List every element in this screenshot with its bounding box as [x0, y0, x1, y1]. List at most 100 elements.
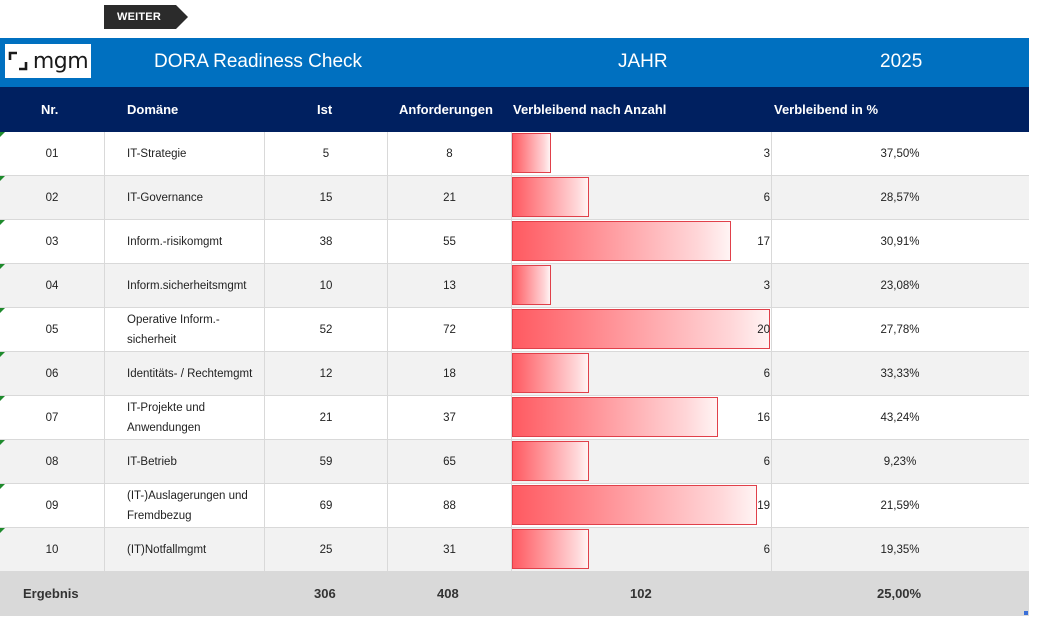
bar-track	[512, 133, 770, 174]
cell-prozent: 33,33%	[880, 367, 920, 380]
header-verbleibend-prozent: Verbleibend in %	[774, 102, 879, 117]
column-divider	[104, 528, 105, 571]
data-bar	[512, 441, 589, 481]
column-divider	[511, 176, 512, 219]
weiter-button[interactable]: WEITER	[104, 5, 188, 29]
summary-label: Ergebnis	[23, 586, 79, 601]
column-divider	[104, 264, 105, 307]
cell-anforderungen: 65	[443, 455, 456, 468]
column-divider	[264, 352, 265, 395]
cell-nr: 06	[45, 367, 59, 380]
comment-flag-icon	[0, 352, 5, 357]
cell-anforderungen: 8	[446, 147, 453, 160]
column-divider	[264, 264, 265, 307]
cell-verbleibend: 16	[757, 411, 770, 424]
cell-prozent: 27,78%	[880, 323, 920, 336]
column-divider	[104, 220, 105, 263]
cell-verbleibend: 6	[763, 543, 770, 556]
data-bar	[512, 133, 551, 173]
cell-ist: 21	[319, 411, 333, 424]
column-divider	[104, 352, 105, 395]
cell-nr: 07	[45, 411, 59, 424]
data-bar	[512, 353, 589, 393]
table-row[interactable]: 08 IT-Betrieb 59 65 6 9,23%	[0, 440, 1029, 484]
table-row[interactable]: 03 Inform.-risikomgmt 38 55 17 30,91%	[0, 220, 1029, 264]
column-divider	[771, 352, 772, 395]
column-divider	[387, 308, 388, 351]
cell-ist: 38	[319, 235, 333, 248]
cell-anforderungen: 21	[443, 191, 456, 204]
bar-track	[512, 397, 770, 438]
comment-flag-icon	[0, 264, 5, 269]
column-divider	[387, 528, 388, 571]
column-divider	[387, 132, 388, 175]
table-row[interactable]: 02 IT-Governance 15 21 6 28,57%	[0, 176, 1029, 220]
table-row[interactable]: 01 IT-Strategie 5 8 3 37,50%	[0, 132, 1029, 176]
table-row[interactable]: 09 (IT-)Auslagerungen und Fremdbezug 69 88 1…	[0, 484, 1029, 528]
resize-handle[interactable]	[1024, 611, 1028, 615]
cell-nr: 03	[45, 235, 59, 248]
header-anforderungen: Anforderungen	[399, 102, 493, 117]
column-divider	[264, 132, 265, 175]
cell-ist: 52	[319, 323, 333, 336]
cell-nr: 02	[45, 191, 59, 204]
cell-domaene: Inform.-risikomgmt	[127, 235, 223, 248]
column-divider	[104, 132, 105, 175]
jahr-value[interactable]: 2025	[880, 51, 923, 72]
cell-verbleibend: 6	[763, 191, 770, 204]
cell-nr: 09	[45, 499, 59, 512]
cell-verbleibend: 6	[763, 455, 770, 468]
comment-flag-icon	[0, 396, 5, 401]
column-divider	[104, 484, 105, 527]
table-row[interactable]: 10 (IT)Notfallmgmt 25 31 6 19,35%	[0, 528, 1029, 572]
cell-verbleibend: 3	[763, 279, 770, 292]
cell-verbleibend: 19	[757, 499, 770, 512]
column-divider	[104, 396, 105, 439]
table-row[interactable]: 04 Inform.sicherheitsmgmt 10 13 3 23,08%	[0, 264, 1029, 308]
column-divider	[771, 440, 772, 483]
column-divider	[387, 484, 388, 527]
table-row[interactable]: 07 IT-Projekte und Anwendungen 21 37 16 43,24…	[0, 396, 1029, 440]
cell-prozent: 23,08%	[880, 279, 920, 292]
data-bar	[512, 485, 757, 525]
cell-prozent: 43,24%	[880, 411, 920, 424]
column-divider	[771, 132, 772, 175]
cell-nr: 05	[45, 323, 59, 336]
comment-flag-icon	[0, 308, 5, 313]
data-bar	[512, 177, 589, 217]
cell-ist: 12	[319, 367, 333, 380]
cell-anforderungen: 13	[443, 279, 456, 292]
column-divider	[511, 264, 512, 307]
column-divider	[264, 176, 265, 219]
column-divider	[511, 132, 512, 175]
table-body: 01 IT-Strategie 5 8 3 37,50% 02 IT-Governance 15…	[0, 132, 1029, 572]
table-row[interactable]: 06 Identitäts- / Rechtemgmt 12 18 6 33,33%	[0, 352, 1029, 396]
bar-track	[512, 221, 770, 262]
mgm-logo: mgm	[5, 44, 91, 78]
cell-anforderungen: 31	[443, 543, 456, 556]
mgm-logo-icon	[8, 51, 28, 71]
cell-domaene: IT-Betrieb	[127, 455, 177, 468]
column-divider	[264, 528, 265, 571]
table-header: Nr. Domäne Ist Anforderungen Verbleibend…	[0, 87, 1029, 132]
column-divider	[511, 484, 512, 527]
bar-track	[512, 485, 770, 526]
cell-prozent: 19,35%	[880, 543, 920, 556]
comment-flag-icon	[0, 528, 5, 533]
column-divider	[264, 308, 265, 351]
column-divider	[387, 264, 388, 307]
data-bar	[512, 265, 551, 305]
cell-ist: 25	[319, 543, 333, 556]
column-divider	[511, 528, 512, 571]
column-divider	[104, 308, 105, 351]
cell-anforderungen: 88	[443, 499, 456, 512]
cell-prozent: 30,91%	[880, 235, 920, 248]
cell-domaene: Identitäts- / Rechtemgmt	[127, 367, 253, 380]
table-row[interactable]: 05 Operative Inform.-sicherheit 52 72 20 27,7…	[0, 308, 1029, 352]
summary-prozent: 25,00%	[877, 586, 922, 601]
bar-track	[512, 441, 770, 482]
cell-domaene: (IT-)Auslagerungen und Fremdbezug	[127, 489, 248, 522]
cell-ist: 69	[319, 499, 333, 512]
column-divider	[264, 440, 265, 483]
cell-anforderungen: 55	[443, 235, 456, 248]
